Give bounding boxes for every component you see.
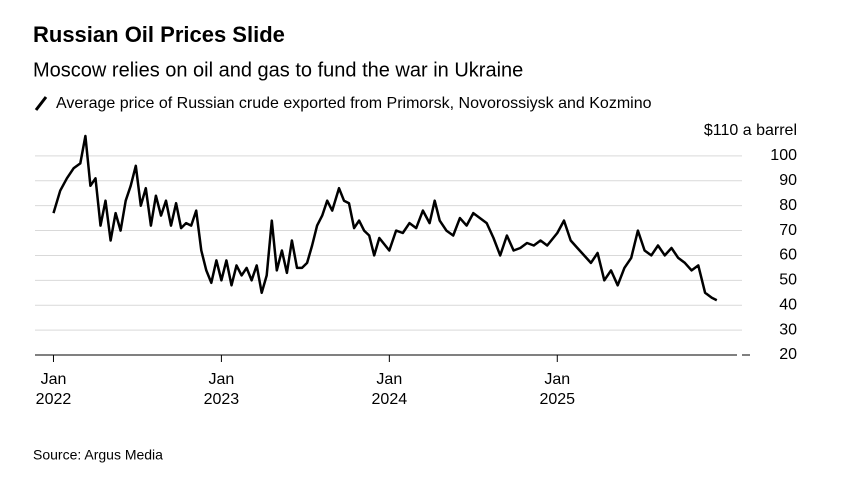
y-tick-label: 100	[770, 147, 797, 164]
y-tick-label: 30	[779, 321, 797, 338]
y-tick-label: 40	[779, 296, 797, 313]
y-tick-label: $110 a barrel	[704, 122, 797, 139]
chart-title: Russian Oil Prices Slide	[33, 22, 285, 47]
line-series	[52, 134, 718, 302]
y-tick-label: 90	[779, 172, 797, 189]
y-tick-label: 20	[779, 346, 797, 363]
y-tick-label: 60	[779, 247, 797, 264]
source: Source: Argus Media	[33, 447, 163, 463]
y-tick-label: 80	[779, 197, 797, 214]
y-tick-label: 50	[779, 272, 797, 289]
chart-subtitle: Moscow relies on oil and gas to fund the…	[33, 59, 523, 81]
y-tick-label: 70	[779, 222, 797, 239]
x-tick-label: Jan 2024	[371, 371, 408, 408]
x-tick-label: Jan 2023	[203, 371, 240, 408]
x-tick-label: Jan 2025	[539, 371, 576, 408]
x-tick-label: Jan 2022	[35, 371, 72, 408]
legend-label: Average price of Russian crude exported …	[56, 95, 652, 112]
legend-swatch	[34, 96, 48, 111]
